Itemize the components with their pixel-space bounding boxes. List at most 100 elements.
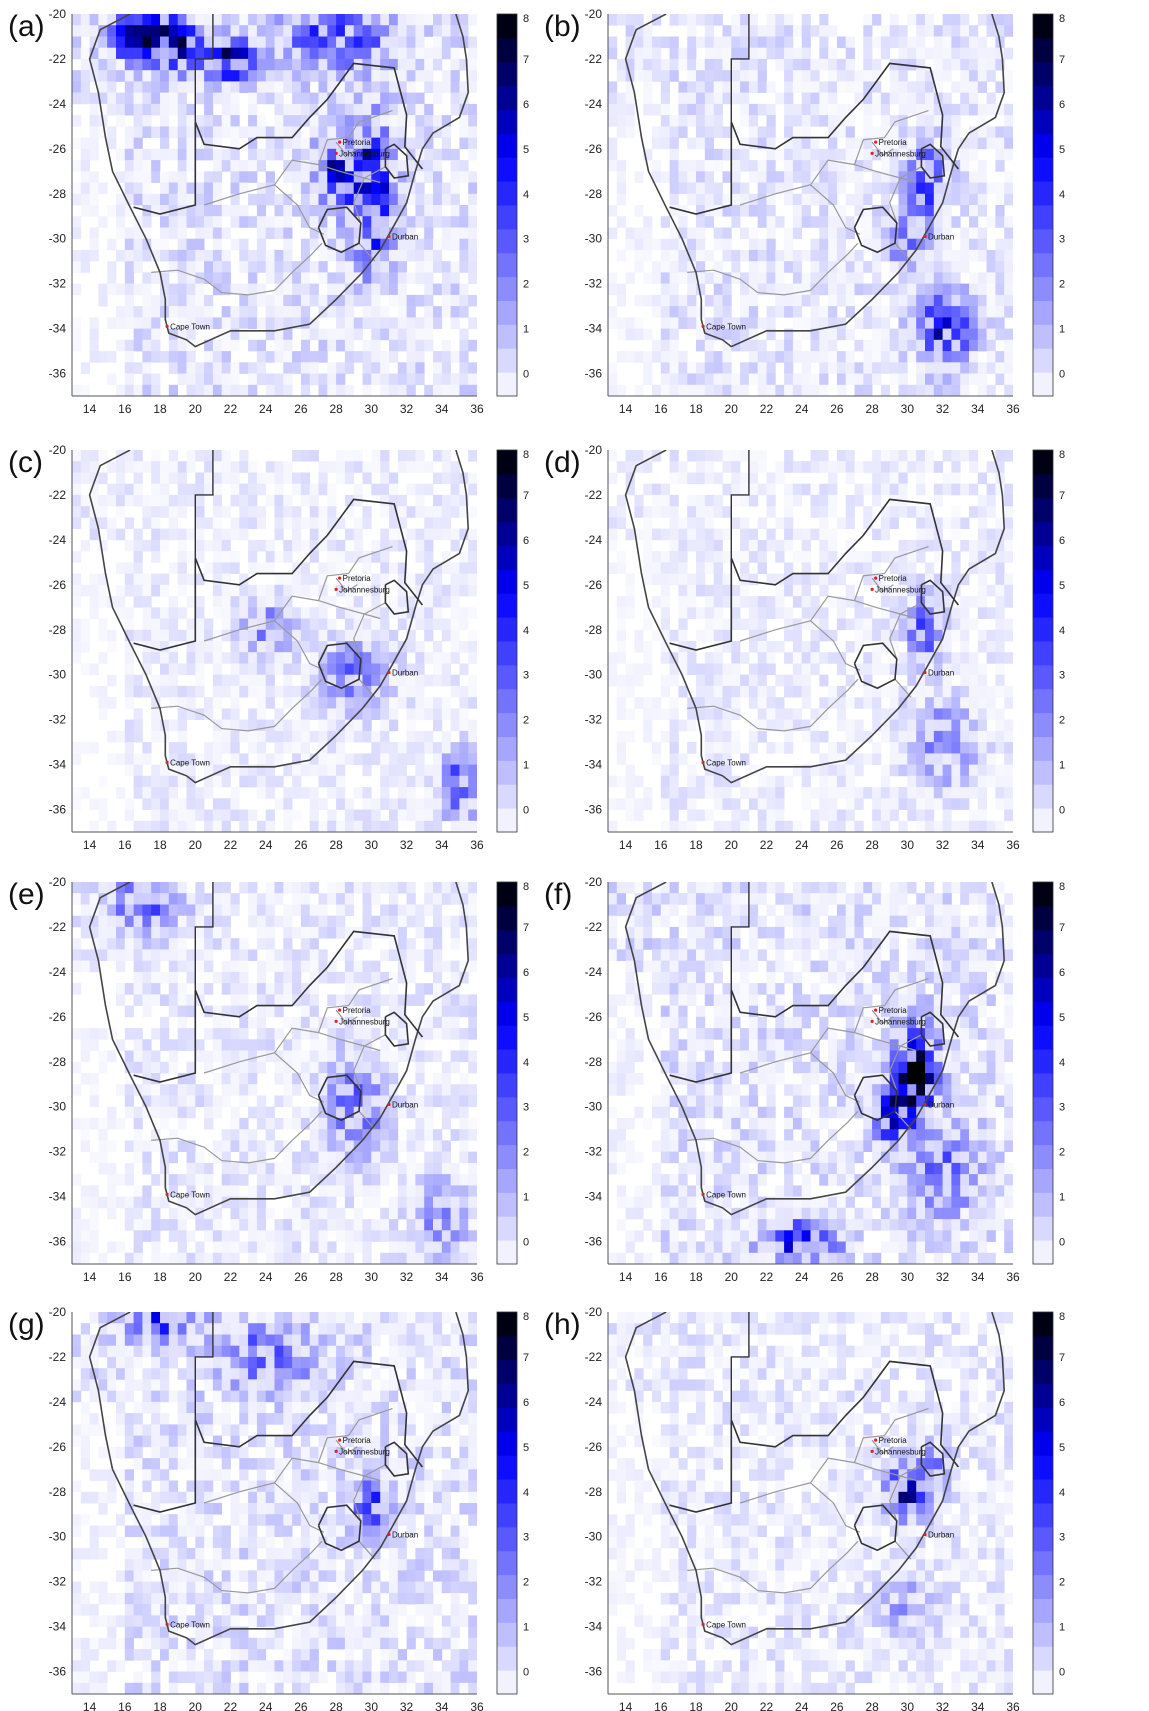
grid-cell [433, 216, 443, 228]
colorbar-segment [497, 348, 517, 373]
grid-cell [168, 787, 178, 799]
grid-cell [397, 764, 407, 777]
grid-cell [669, 674, 679, 687]
y-tick-label: -20 [49, 443, 67, 457]
grid-cell [643, 47, 653, 60]
grid-cell [415, 193, 425, 206]
grid-cell [1004, 115, 1013, 127]
grid-cell [652, 58, 662, 71]
grid-cell [836, 317, 847, 329]
grid-cell [450, 708, 460, 720]
grid-cell [669, 126, 679, 138]
grid-cell [424, 539, 434, 552]
city-label: Cape Town [706, 758, 746, 767]
grid-cell [362, 339, 372, 352]
grid-cell [863, 205, 873, 217]
grid-cell [168, 36, 178, 49]
grid-cell [748, 317, 759, 329]
grid-cell [863, 14, 873, 26]
grid-cell [80, 14, 90, 26]
grid-cell [433, 171, 443, 183]
grid-cell [309, 730, 319, 743]
grid-cell [256, 607, 267, 619]
grid-cell [872, 317, 882, 329]
colorbar-tick-label: 2 [1059, 279, 1065, 291]
grid-cell [784, 461, 794, 473]
grid-cell [625, 685, 635, 698]
grid-cell [1004, 126, 1013, 138]
grid-cell [327, 249, 337, 262]
grid-cell [704, 708, 714, 720]
grid-cell [204, 787, 214, 799]
grid-cell [344, 137, 355, 150]
grid-cell [951, 719, 961, 732]
grid-cell [616, 730, 626, 743]
grid-cell [98, 70, 108, 82]
colorbar-tick-label: 8 [523, 449, 529, 461]
grid-cell [177, 47, 187, 60]
grid-cell [819, 249, 829, 262]
grid-cell [89, 607, 99, 619]
grid-cell [406, 384, 416, 396]
grid-cell [362, 719, 372, 732]
grid-cell [704, 58, 714, 71]
grid-cell [98, 506, 108, 518]
grid-cell [362, 47, 372, 60]
grid-cell [151, 148, 161, 161]
grid-cell [687, 719, 697, 732]
grid-cell [168, 103, 178, 116]
grid-cell [168, 618, 178, 631]
grid-cell [907, 641, 917, 653]
grid-cell [441, 137, 451, 150]
grid-cell [960, 450, 970, 462]
grid-cell [186, 339, 196, 352]
grid-cell [450, 160, 460, 172]
colorbar-segment [497, 688, 517, 714]
grid-cell [212, 809, 223, 822]
grid-cell [177, 193, 187, 206]
grid-cell [204, 137, 214, 150]
grid-cell [889, 14, 899, 26]
grid-cell [669, 517, 679, 529]
grid-cell [669, 775, 679, 788]
grid-cell [784, 629, 794, 642]
grid-cell [616, 92, 626, 105]
grid-cell [221, 160, 231, 172]
grid-cell [986, 25, 996, 37]
grid-cell [239, 820, 249, 832]
grid-cell [133, 775, 143, 788]
grid-cell [872, 663, 882, 676]
grid-cell [889, 205, 899, 217]
grid-cell [696, 182, 706, 195]
grid-cell [309, 652, 319, 664]
grid-cell [124, 103, 134, 116]
grid-cell [283, 339, 293, 352]
grid-cell [230, 81, 240, 93]
grid-cell [969, 663, 979, 676]
grid-cell [836, 182, 847, 195]
grid-cell [300, 573, 311, 586]
grid-cell [300, 182, 311, 195]
grid-cell [168, 283, 178, 296]
grid-cell [371, 70, 381, 82]
grid-cell [801, 607, 811, 619]
grid-cell [424, 216, 434, 228]
grid-cell [230, 629, 240, 642]
grid-cell [933, 787, 943, 799]
grid-cell [433, 607, 443, 619]
grid-cell [433, 708, 443, 720]
grid-cell [292, 205, 302, 217]
grid-cell [740, 373, 750, 386]
grid-cell [450, 472, 460, 485]
grid-cell [951, 47, 961, 60]
grid-cell [292, 697, 302, 709]
grid-cell [925, 562, 935, 574]
grid-cell [792, 584, 803, 597]
grid-cell [274, 193, 284, 206]
grid-cell [124, 373, 134, 386]
grid-cell [942, 47, 952, 60]
grid-cell [828, 820, 838, 832]
grid-cell [969, 753, 979, 765]
grid-cell [969, 137, 979, 150]
grid-cell [107, 641, 117, 653]
